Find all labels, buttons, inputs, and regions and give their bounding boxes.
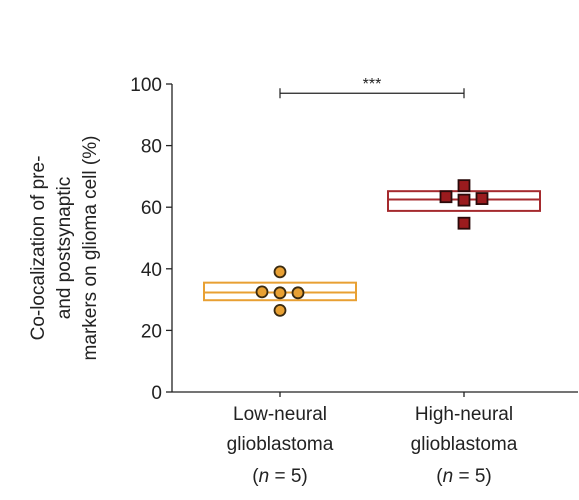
y-tick-label-0: 0 (151, 383, 162, 404)
x-category-label-0-line-0: Low-neural (233, 404, 327, 425)
data-point-0-0 (273, 265, 287, 279)
data-point-0-2 (273, 286, 287, 300)
x-category-label-1-line-1: glioblastoma (411, 434, 518, 455)
y-tick-label-20: 20 (141, 321, 162, 342)
groups (203, 179, 541, 317)
group-1 (387, 179, 541, 230)
group-0 (203, 265, 357, 317)
data-point-1-4 (457, 216, 471, 230)
x-category-n-label-1: (n = 5) (436, 466, 491, 487)
y-axis-label-line-1: and postsynaptic (54, 177, 75, 320)
data-point-1-0 (457, 179, 471, 193)
significance-bracket: *** (279, 76, 465, 99)
data-point-1-2 (457, 193, 471, 207)
axes: 0 20 40 60 80 100 (130, 75, 578, 404)
x-category-label-0-line-1: glioblastoma (227, 434, 334, 455)
data-point-0-4 (273, 303, 287, 317)
x-category-n-label-0: (n = 5) (252, 466, 307, 487)
y-tick-label-100: 100 (130, 75, 162, 96)
y-tick-label-60: 60 (141, 198, 162, 219)
y-tick-label-80: 80 (141, 137, 162, 158)
y-axis-label-line-2: markers on glioma cell (%) (80, 136, 101, 361)
box-0 (203, 281, 357, 302)
data-point-0-3 (291, 286, 305, 300)
data-point-0-1 (255, 285, 269, 299)
labels: Co-localization of pre-and postsynaptic m… (28, 136, 518, 487)
y-axis-label-line-0: Co-localization of pre- (28, 156, 49, 341)
x-category-label-1-line-0: High-neural (415, 404, 513, 425)
data-point-1-3 (475, 192, 489, 205)
significance-label: *** (363, 76, 382, 93)
y-tick-label-40: 40 (141, 260, 162, 281)
data-point-1-1 (439, 190, 453, 204)
